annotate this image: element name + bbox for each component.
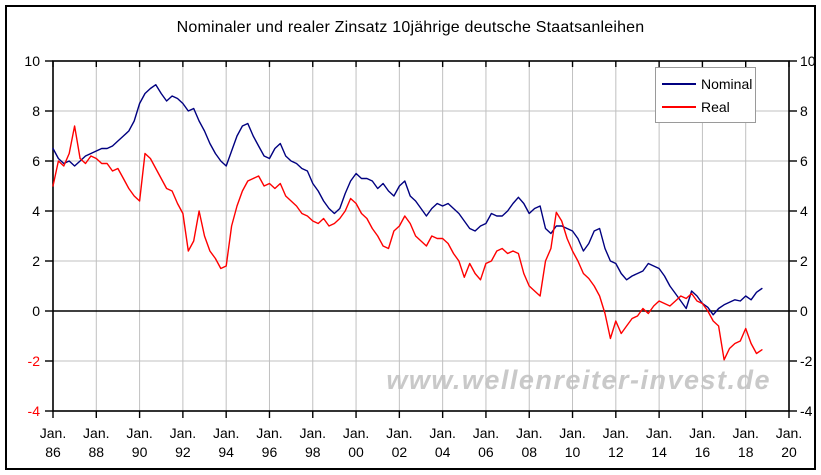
x-tick-label-year: 02: [392, 444, 408, 460]
x-tick-label-month: Jan.: [689, 425, 715, 441]
x-tick-label-year: 04: [435, 444, 451, 460]
y-tick-label-right: 8: [800, 103, 808, 119]
x-tick-label-year: 94: [218, 444, 234, 460]
x-tick-label-month: Jan.: [386, 425, 412, 441]
x-tick-label-year: 16: [695, 444, 711, 460]
x-tick-label-year: 96: [262, 444, 278, 460]
y-tick-label-left: 4: [32, 203, 40, 219]
x-tick-label-month: Jan.: [429, 425, 455, 441]
x-tick-label-month: Jan.: [646, 425, 672, 441]
y-tick-label-right: 4: [800, 203, 808, 219]
nominal-line-swatch: [662, 82, 696, 85]
x-tick-label-year: 18: [738, 444, 754, 460]
y-tick-label-left: -4: [28, 403, 41, 419]
y-tick-label-right: 2: [800, 253, 808, 269]
x-tick-label-month: Jan.: [83, 425, 109, 441]
y-tick-label-right: 10: [800, 53, 816, 69]
x-tick-label-month: Jan.: [300, 425, 326, 441]
watermark: www.wellenreiter-invest.de: [386, 365, 771, 395]
y-tick-label-left: 2: [32, 253, 40, 269]
x-tick-label-year: 86: [45, 444, 61, 460]
x-tick-label-year: 14: [651, 444, 667, 460]
x-tick-label-year: 08: [521, 444, 537, 460]
x-tick-label-month: Jan.: [40, 425, 66, 441]
y-tick-label-right: -2: [800, 353, 813, 369]
x-tick-label-month: Jan.: [170, 425, 196, 441]
x-tick-label-year: 10: [565, 444, 581, 460]
x-tick-label-month: Jan.: [559, 425, 585, 441]
real-line-swatch: [662, 105, 696, 108]
x-tick-label-month: Jan.: [473, 425, 499, 441]
legend-item-nominal: Nominal: [662, 75, 753, 92]
x-tick-label-year: 88: [89, 444, 105, 460]
x-tick-label-month: Jan.: [732, 425, 758, 441]
legend-box: Nominal Real: [655, 67, 756, 123]
x-tick-label-month: Jan.: [256, 425, 282, 441]
x-tick-label-year: 00: [348, 444, 364, 460]
y-tick-label-left: 10: [24, 53, 40, 69]
y-tick-label-left: 6: [32, 153, 40, 169]
x-tick-label-year: 12: [608, 444, 624, 460]
page-title: Nominaler und realer Zinsatz 10jährige d…: [176, 19, 645, 36]
y-tick-label-right: 0: [800, 303, 808, 319]
legend-label-real: Real: [701, 98, 730, 115]
x-tick-label-month: Jan.: [213, 425, 239, 441]
x-tick-label-year: 98: [305, 444, 321, 460]
y-tick-label-left: 8: [32, 103, 40, 119]
x-tick-label-year: 90: [132, 444, 148, 460]
legend-label-nominal: Nominal: [701, 75, 753, 92]
series-line-real: [52, 125, 763, 361]
x-tick-label-month: Jan.: [516, 425, 542, 441]
series-line-nominal: [52, 83, 763, 316]
plot-frame: [52, 60, 790, 412]
y-tick-label-left: -2: [28, 353, 41, 369]
x-tick-label-month: Jan.: [126, 425, 152, 441]
x-tick-label-month: Jan.: [603, 425, 629, 441]
x-tick-label-year: 20: [781, 444, 797, 460]
x-tick-label-month: Jan.: [343, 425, 369, 441]
y-tick-label-right: 6: [800, 153, 808, 169]
y-tick-label-left: 0: [32, 303, 40, 319]
x-tick-label-year: 06: [478, 444, 494, 460]
legend-item-real: Real: [662, 100, 749, 114]
y-tick-label-right: -4: [800, 403, 813, 419]
x-tick-label-month: Jan.: [776, 425, 802, 441]
x-tick-label-year: 92: [175, 444, 191, 460]
